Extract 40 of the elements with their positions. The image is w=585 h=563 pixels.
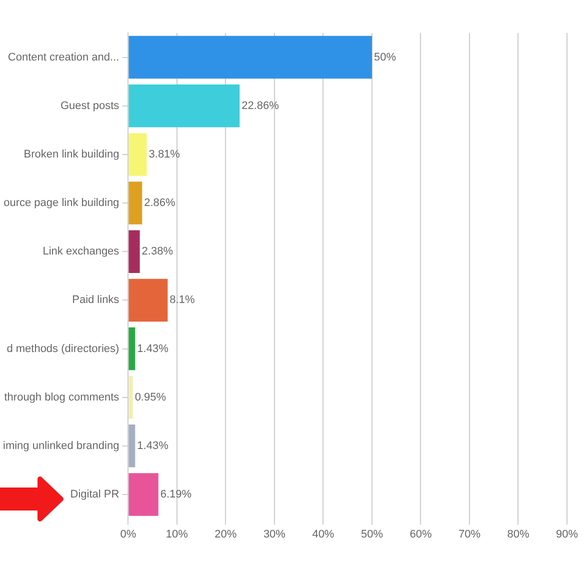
data-label: 0.95% [134, 391, 166, 404]
y-tick-label: d methods (directories) [6, 342, 120, 355]
data-label: 3.81% [148, 148, 180, 160]
data-label: 1.43% [137, 440, 169, 452]
bar [128, 133, 147, 176]
y-tick-label: Paid links [72, 294, 120, 306]
x-tick-label: 90% [556, 528, 578, 540]
bar [128, 473, 158, 516]
data-label: 50% [374, 51, 396, 64]
data-label: 1.43% [137, 342, 169, 355]
bar [128, 278, 168, 322]
x-tick-label: 0% [120, 528, 136, 540]
bar [128, 182, 142, 224]
y-tick-label: ource page link building [4, 197, 120, 210]
y-tick-label: Content creation and... [8, 51, 120, 64]
data-label: 22.86% [242, 100, 280, 112]
data-label: 8.1% [170, 294, 195, 306]
bar [128, 84, 240, 128]
x-tick-label: 40% [312, 528, 334, 540]
bar [128, 424, 136, 468]
x-tick-label: 70% [458, 528, 481, 540]
y-tick-label: Link exchanges [42, 246, 120, 258]
y-tick-label: through blog comments [4, 391, 120, 404]
data-label: 6.19% [160, 488, 192, 501]
x-tick-label: 80% [507, 528, 530, 540]
y-tick-label: Digital PR [70, 488, 120, 501]
y-tick-label: Guest posts [60, 100, 120, 112]
x-tick-label: 30% [263, 528, 286, 540]
y-tick-label: Broken link building [24, 148, 120, 160]
y-tick-label: iming unlinked branding [3, 440, 120, 452]
bar [128, 376, 133, 419]
bar [128, 230, 140, 273]
x-tick-label: 10% [166, 528, 188, 540]
x-tick-label: 20% [214, 528, 237, 540]
bar [128, 36, 372, 79]
data-label: 2.38% [142, 246, 174, 258]
x-tick-label: 60% [410, 528, 432, 540]
x-tick-label: 50% [360, 528, 384, 540]
data-label: 2.86% [144, 197, 176, 210]
bar [128, 327, 136, 370]
